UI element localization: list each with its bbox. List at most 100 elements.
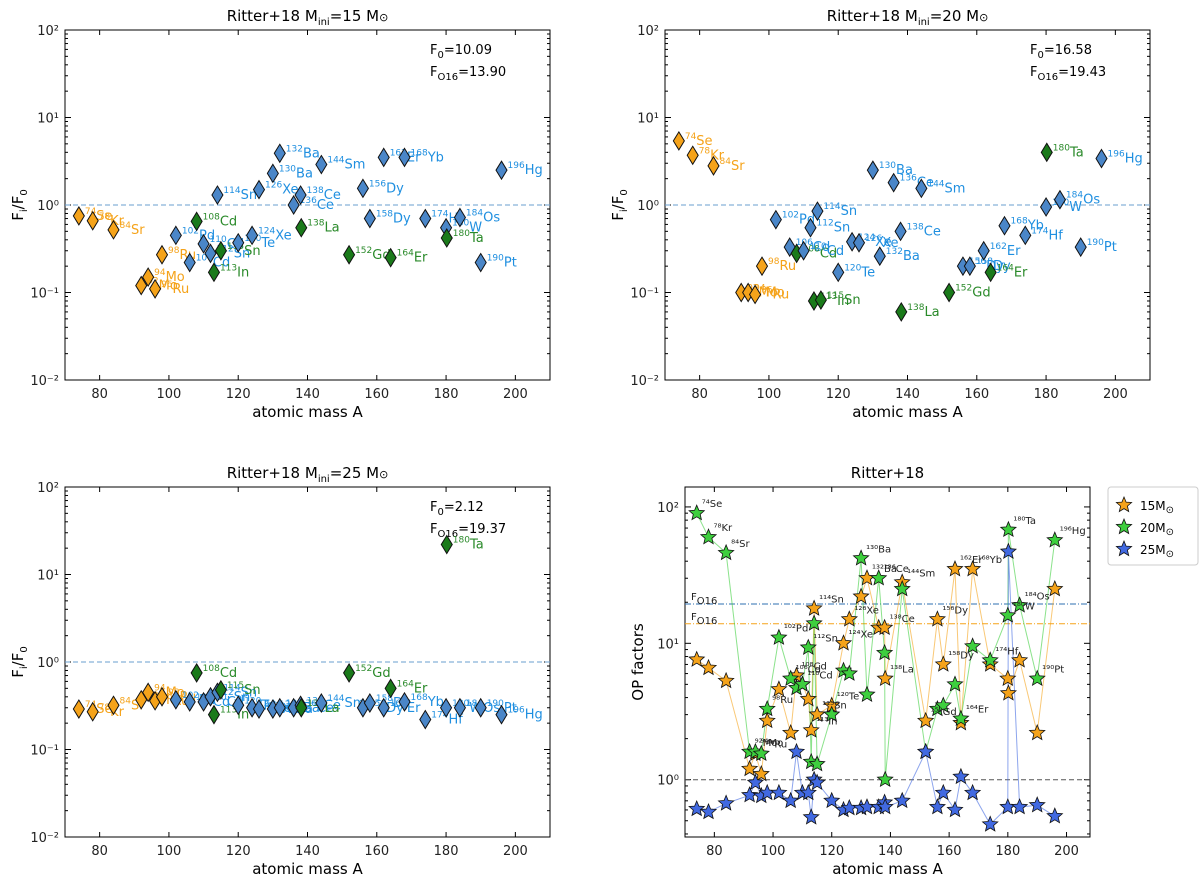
- x-tick-label: 200: [503, 387, 528, 402]
- y-tick-label: 10⁻²: [30, 831, 59, 846]
- point-label-156Dy: 156Dy: [369, 699, 404, 716]
- star-point-s2-35: [1046, 531, 1064, 548]
- star-point-s3-23: [893, 791, 911, 809]
- point-label-158Dy: 158Dy: [376, 210, 411, 227]
- star-point-s2-15: [823, 705, 841, 722]
- x-tick-label: 120: [819, 844, 844, 859]
- op-point-label-1: ⁷⁸Kr: [713, 523, 733, 534]
- x-tick-label: 140: [295, 387, 320, 402]
- star-point-s3-7: [770, 783, 788, 801]
- star-point-s1-24: [917, 711, 935, 729]
- fo16-value-text: FO16=13.90: [430, 65, 506, 83]
- data-point-158Dy: [363, 693, 376, 713]
- point-label-190Pt: 190Pt: [487, 254, 517, 271]
- data-point-180Ta: [1040, 142, 1053, 163]
- point-label-126Xe: 126Xe: [865, 234, 899, 251]
- x-tick-label: 160: [937, 844, 962, 859]
- point-label-184Os: 184Os: [466, 699, 500, 716]
- point-label-130Ba: 130Ba: [279, 164, 313, 181]
- star-point-s1-3: [741, 759, 759, 777]
- data-point-110Cd: [197, 233, 210, 254]
- op-point-label-19: ¹³²Ba: [872, 564, 897, 575]
- op-point-label-16: ¹²⁴Xe: [848, 629, 873, 640]
- point-label-196Hg: 196Hg: [1108, 149, 1143, 166]
- star-point-s1-12: [802, 721, 820, 738]
- star-point-s2-7: [770, 628, 788, 645]
- point-label-115Sn: 115Sn: [227, 681, 261, 698]
- point-label-158Dy: 158Dy: [976, 257, 1011, 274]
- data-point-110Cd: [797, 240, 810, 261]
- y-tick-label: 10²: [657, 501, 679, 516]
- star-point-s3-22: [876, 798, 894, 815]
- data-point-130Ba: [866, 160, 879, 181]
- point-label-168Yb: 168Yb: [1011, 217, 1044, 234]
- data-point-190Pt: [1074, 237, 1087, 258]
- y-tick-label: 10⁻²: [30, 374, 59, 389]
- star-point-s2-28: [952, 709, 970, 727]
- x-tick-label: 180: [995, 844, 1020, 859]
- point-label-126Xe: 126Xe: [265, 181, 299, 198]
- op-point-label-31: ¹⁸⁰W: [1013, 601, 1035, 612]
- y-axis-title: OP factors: [629, 623, 647, 701]
- point-label-144Sm: 144Sm: [327, 156, 365, 173]
- point-label-115Sn: 115Sn: [827, 291, 861, 308]
- data-point-98Ru: [155, 244, 169, 265]
- star-point-s3-12: [802, 808, 820, 825]
- data-point-78Kr: [86, 701, 99, 722]
- data-point-144Sm: [315, 154, 328, 175]
- point-label-180Ta: 180Ta: [453, 536, 484, 553]
- point-label-124Xe: 124Xe: [858, 233, 892, 250]
- x-tick-label: 140: [895, 387, 920, 402]
- data-point-113In: [207, 704, 221, 725]
- point-label-138Ce: 138Ce: [907, 222, 941, 239]
- data-point-114Sn: [811, 201, 824, 222]
- data-point-196Hg: [1095, 148, 1108, 169]
- point-label-152Gd: 152Gd: [355, 246, 391, 263]
- data-point-144Sm: [315, 693, 328, 713]
- data-point-138La: [295, 217, 308, 238]
- data-point-114Sn: [211, 185, 224, 205]
- data-point-162Er: [377, 147, 390, 168]
- star-point-s2-21: [876, 643, 894, 661]
- data-point-152Gd: [342, 244, 356, 265]
- scatter-panel-1: 80 100 120 140 160 180 200 10⁻² 10⁻¹ 10⁰ 10¹ 10² ato…: [9, 7, 551, 421]
- star-point-s3-15: [823, 791, 841, 809]
- y-tick-label: 10²: [37, 481, 59, 496]
- x-tick-label: 180: [434, 387, 459, 402]
- point-label-113In: 113In: [220, 263, 249, 280]
- y-tick-label: 10¹: [37, 112, 59, 127]
- data-point-94Mo: [142, 267, 155, 288]
- y-tick-label: 10¹: [37, 569, 59, 584]
- point-label-196Hg: 196Hg: [508, 706, 543, 723]
- point-label-180Ta: 180Ta: [453, 229, 484, 246]
- star-point-s1-1: [699, 658, 718, 676]
- data-point-196Hg: [495, 704, 508, 725]
- scatter-panel-2: 80 100 120 140 160 180 200 10⁻² 10⁻¹ 10⁰ 10¹ 10² ato…: [609, 7, 1151, 421]
- fo16-value-text: FO16=19.37: [430, 522, 506, 540]
- data-point-168Yb: [398, 147, 411, 168]
- star-point-s2-6: [758, 699, 776, 717]
- point-label-136Ce: 136Ce: [300, 196, 334, 213]
- legend-box: [1107, 486, 1199, 566]
- x-tick-label: 160: [364, 844, 389, 859]
- data-point-138Ce: [894, 221, 907, 242]
- data-point-164Er: [384, 247, 397, 268]
- point-label-114Sn: 114Sn: [223, 186, 257, 203]
- data-point-106Cd: [183, 252, 196, 273]
- x-axis-title: atomic mass A: [832, 860, 943, 878]
- star-point-s1-18: [852, 587, 870, 604]
- op-point-label-23: ¹⁴⁴Sm: [907, 568, 935, 579]
- star-point-s1-13: [805, 599, 823, 616]
- data-point-78Kr: [86, 210, 99, 231]
- point-label-112Sn: 112Sn: [817, 219, 851, 236]
- op-point-label-25: ¹⁵⁶Dy: [942, 605, 968, 616]
- op-point-label-29: ¹⁶⁸Yb: [978, 555, 1002, 566]
- data-point-112Sn: [804, 217, 817, 238]
- data-point-78Kr: [686, 145, 699, 166]
- star-point-s1-32: [999, 684, 1017, 701]
- y-tick-label: 10⁰: [637, 199, 659, 214]
- op-point-label-28: ¹⁶⁴Er: [966, 705, 989, 716]
- data-point-120Te: [232, 695, 245, 716]
- legend-star-3: [1115, 539, 1133, 557]
- star-point-s1-5: [752, 764, 770, 782]
